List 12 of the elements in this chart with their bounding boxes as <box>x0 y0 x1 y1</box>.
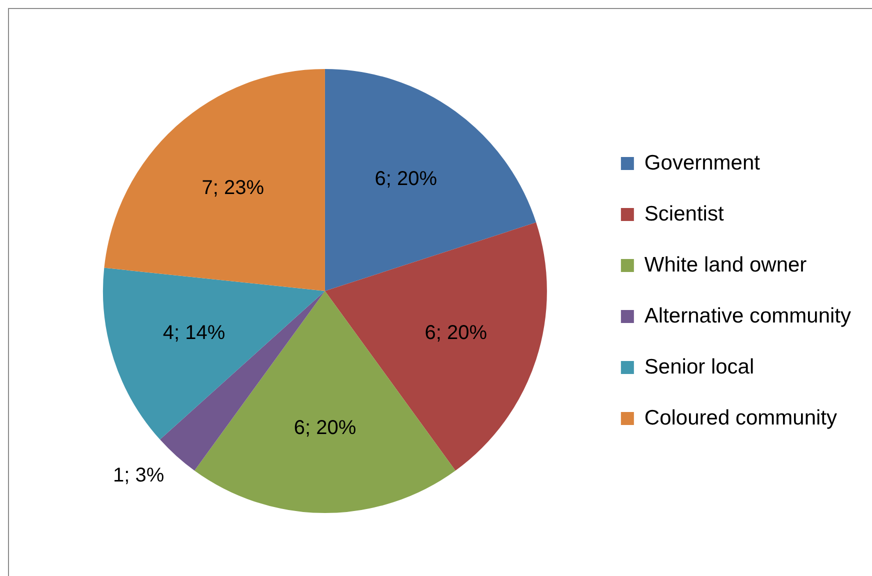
data-label: 6; 20% <box>424 322 488 344</box>
legend-label: Government <box>644 151 760 174</box>
legend-label: Coloured community <box>644 406 838 430</box>
legend-label: Scientist <box>644 202 724 226</box>
legend-label: White land owner <box>644 253 807 276</box>
data-label: 1; 3% <box>113 464 164 486</box>
data-label: 7; 23% <box>202 177 264 200</box>
data-label: 4; 14% <box>162 322 226 344</box>
legend-label: Senior local <box>644 355 754 378</box>
legend-label: Alternative community <box>644 304 852 328</box>
data-label: 6; 20% <box>374 168 438 190</box>
data-label: 6; 20% <box>294 417 356 440</box>
